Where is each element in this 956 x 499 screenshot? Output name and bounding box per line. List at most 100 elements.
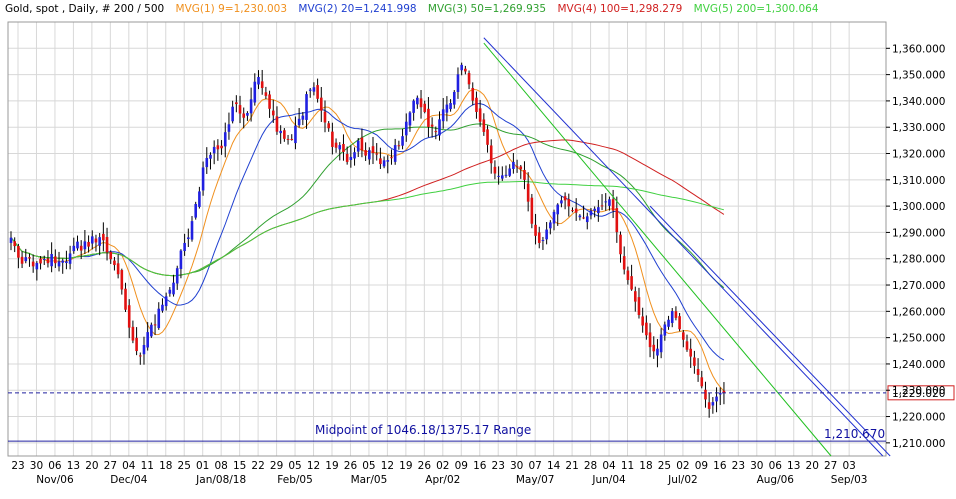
candle-body	[563, 196, 567, 201]
x-month-label: Jul/02	[667, 474, 698, 486]
candle-body	[604, 201, 608, 203]
candle-body	[301, 115, 305, 120]
candle-body	[375, 153, 379, 155]
y-tick-label: 1,230.000	[892, 385, 945, 397]
candle-body	[589, 210, 593, 216]
candle	[175, 265, 179, 290]
candle	[198, 186, 201, 209]
candle	[663, 321, 667, 341]
candle	[164, 292, 168, 311]
candle-body	[179, 250, 183, 269]
overlays: 1,229.020 Midpoint of 1046.18/1375.17 Ran…	[8, 37, 955, 457]
candle-body	[685, 341, 689, 350]
x-tick-label: 01	[196, 460, 209, 472]
x-tick-label: 30	[750, 460, 763, 472]
candle	[556, 203, 560, 226]
x-tick-label: 30	[510, 460, 523, 472]
candle	[504, 165, 508, 178]
candle	[689, 338, 692, 368]
candle	[216, 139, 220, 161]
candle	[305, 91, 308, 129]
candle	[297, 108, 301, 128]
candle	[331, 122, 334, 155]
candle	[316, 78, 319, 103]
candle	[622, 246, 626, 275]
candle	[615, 196, 619, 243]
candle	[589, 208, 593, 220]
candle-body	[541, 240, 545, 242]
candle-body	[641, 316, 644, 326]
candle	[412, 99, 415, 121]
candle	[301, 111, 305, 126]
candle-body	[312, 87, 316, 92]
candle-body	[65, 261, 68, 263]
candle	[700, 370, 704, 389]
candle	[523, 161, 526, 190]
candle-body	[116, 263, 120, 275]
candle-body	[667, 319, 670, 327]
candle	[238, 95, 242, 124]
candle	[342, 134, 345, 161]
candle	[161, 298, 164, 313]
x-tick-label: 04	[602, 460, 616, 472]
candle	[209, 152, 212, 170]
candle-body	[216, 145, 220, 150]
y-tick-label: 1,270.000	[892, 280, 945, 292]
candle-body	[486, 129, 489, 145]
candle	[416, 95, 419, 109]
candle	[711, 397, 715, 414]
y-tick-label: 1,340.000	[892, 96, 945, 108]
candle	[364, 142, 367, 161]
x-month-label: Feb/05	[277, 474, 313, 486]
candle	[105, 227, 109, 261]
moving-averages	[10, 88, 725, 392]
trendline-blue-upper	[483, 37, 884, 457]
candle-body	[142, 345, 146, 355]
candle-body	[68, 253, 72, 264]
x-tick-label: 18	[159, 460, 172, 472]
candle	[179, 249, 183, 279]
candle-body	[98, 237, 101, 246]
candle	[312, 82, 316, 96]
candle	[138, 352, 142, 365]
candle-body	[715, 396, 718, 402]
candle-body	[427, 108, 430, 127]
candle-body	[467, 73, 471, 85]
candle	[401, 128, 404, 150]
candle	[279, 125, 282, 144]
x-tick-label: 09	[455, 460, 468, 472]
candle-body	[578, 215, 582, 218]
y-axis: 1,360.000 1,350.000 1,340.000 1,330.000 1,32…	[886, 43, 945, 450]
candle	[375, 143, 379, 161]
candle-body	[39, 258, 42, 264]
candle	[142, 336, 146, 365]
candle-body	[452, 91, 456, 105]
candle-body	[493, 166, 497, 174]
candle-body	[172, 282, 175, 295]
y-tick-label: 1,320.000	[892, 149, 945, 161]
candle	[438, 111, 441, 141]
candle	[441, 98, 445, 129]
candle	[87, 235, 90, 253]
candle	[190, 216, 194, 242]
x-tick-label: 26	[418, 460, 432, 472]
candle	[360, 128, 364, 158]
candle	[72, 237, 76, 254]
candle	[508, 164, 511, 178]
candle	[608, 196, 611, 211]
candle-body	[645, 322, 648, 336]
candle	[294, 116, 297, 150]
candle-body	[441, 109, 445, 122]
candle-body	[135, 337, 138, 352]
midpoint-value-label: 1,210.670	[824, 427, 885, 441]
candle-body	[585, 216, 589, 223]
candle	[493, 160, 497, 180]
candle-body	[61, 260, 65, 263]
candle	[368, 147, 371, 165]
candle	[515, 159, 519, 173]
x-tick-label: 23	[492, 460, 505, 472]
candle	[353, 147, 356, 166]
candle	[79, 240, 83, 260]
candle	[626, 266, 630, 285]
x-axis: 23 30 06 13 20 27 04 11 18 25 01 08 15 22 29 05 12 19 26 05…	[11, 460, 867, 486]
